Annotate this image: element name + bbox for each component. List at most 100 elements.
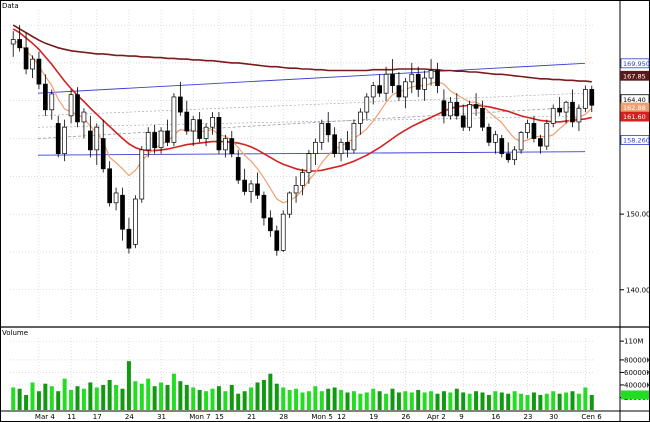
candle-body <box>235 157 241 181</box>
volume-bars <box>11 361 594 410</box>
volume-tick-label: 80000K <box>624 356 650 364</box>
candle-body <box>210 117 215 128</box>
candle <box>428 59 434 86</box>
volume-bar <box>429 391 434 410</box>
candle <box>563 100 569 124</box>
candle <box>557 96 562 116</box>
volume-bar <box>139 383 144 410</box>
volume-bar <box>480 392 485 410</box>
volume-bar <box>81 388 86 410</box>
candle-body <box>223 138 228 151</box>
price-badge-label: 167.85 <box>623 72 646 80</box>
volume-bar <box>544 393 549 410</box>
volume-bar <box>242 391 247 410</box>
volume-bar <box>557 393 562 410</box>
volume-bar <box>11 387 16 410</box>
volume-bar <box>294 388 299 410</box>
volume-bar <box>255 382 260 410</box>
candle-body <box>293 185 299 194</box>
volume-bar <box>461 392 466 410</box>
volume-tick-label: 40000K <box>624 381 650 389</box>
candle <box>248 180 254 203</box>
candle-body <box>107 168 112 204</box>
candle-body <box>576 107 582 123</box>
candle-body <box>171 96 177 143</box>
candle-body <box>428 70 434 79</box>
candle <box>313 138 318 165</box>
volume-bar <box>326 388 331 410</box>
volume-bar <box>287 389 292 410</box>
candle-body <box>538 138 543 147</box>
candle <box>274 225 280 256</box>
candle <box>49 89 55 120</box>
volume-bar <box>281 387 286 410</box>
volume-bar <box>583 387 588 410</box>
candle <box>435 62 440 94</box>
candle <box>62 119 67 162</box>
candle <box>120 187 125 241</box>
volume-bar <box>30 382 35 410</box>
candle-body <box>216 117 222 151</box>
candle-body <box>229 138 235 155</box>
candle-body <box>30 58 35 70</box>
volume-bar <box>371 388 376 410</box>
price-badge-label: 164.40 <box>623 96 646 104</box>
candle <box>216 112 222 154</box>
price-grid <box>10 10 595 320</box>
candle-body <box>10 39 16 45</box>
candle-body <box>197 119 202 139</box>
candle-body <box>184 111 190 132</box>
candle <box>403 78 408 109</box>
volume-bar <box>390 388 395 410</box>
volume-bar <box>377 391 382 410</box>
candle-body <box>113 192 119 204</box>
candle-body <box>319 123 325 143</box>
candle-body <box>370 85 376 98</box>
candle-body <box>364 96 370 113</box>
volume-badge-box <box>621 390 649 400</box>
candle-body <box>473 104 479 109</box>
candle-body <box>544 123 550 147</box>
volume-bar <box>261 379 266 410</box>
candle <box>139 146 145 203</box>
x-tick-label: Apr 2 <box>427 413 446 421</box>
candle <box>332 127 337 158</box>
volume-bar <box>197 389 202 410</box>
volume-bar <box>422 392 427 410</box>
candle <box>364 93 370 120</box>
x-tick-label: Mon 7 <box>189 413 210 421</box>
candle-body <box>345 141 350 151</box>
volume-bar <box>268 373 273 410</box>
candle-body <box>435 70 440 86</box>
candle <box>576 104 582 131</box>
candle-body <box>126 228 132 249</box>
volume-bar <box>339 389 344 410</box>
candle <box>287 191 292 218</box>
candle-body <box>139 149 145 200</box>
candle <box>480 100 485 131</box>
candle <box>396 72 402 101</box>
price-badge-box <box>620 70 650 81</box>
candle <box>505 142 511 163</box>
volume-bar <box>56 391 61 410</box>
candle <box>165 119 170 147</box>
x-tick-label: Mar 4 <box>35 413 55 421</box>
candle <box>261 191 267 226</box>
candle-body <box>338 141 344 155</box>
volume-bar <box>43 383 48 410</box>
candle-body <box>274 230 280 251</box>
candle <box>589 85 595 113</box>
candle-body <box>493 134 498 143</box>
candle-body <box>43 83 48 111</box>
candle-body <box>512 149 517 161</box>
volume-bar <box>178 381 183 410</box>
candle-body <box>422 77 427 90</box>
candle <box>383 66 389 101</box>
candle <box>422 70 427 101</box>
candle <box>223 134 228 158</box>
candle <box>460 104 466 131</box>
candle-body <box>261 194 267 219</box>
candle-body <box>589 89 595 106</box>
candle-body <box>203 126 209 139</box>
